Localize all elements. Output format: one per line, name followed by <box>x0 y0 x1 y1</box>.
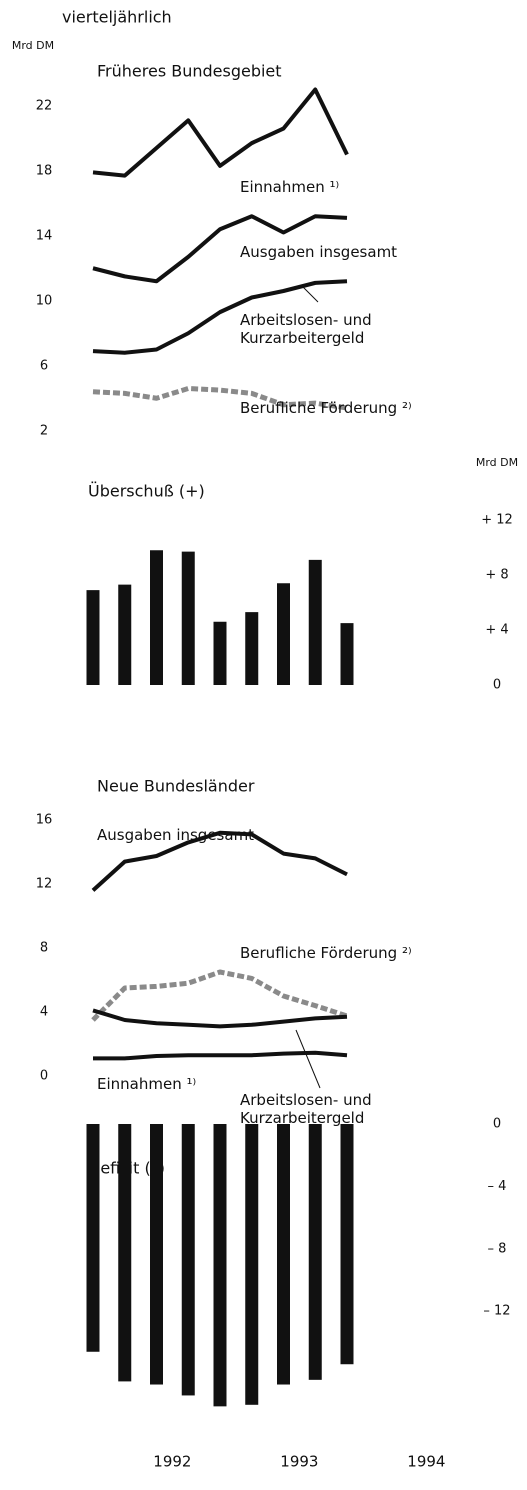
chart-title: Früheres Bundesgebiet <box>97 62 282 81</box>
bar <box>277 1124 290 1385</box>
bar <box>340 623 354 685</box>
y-tick-label: 16 <box>36 813 53 828</box>
x-tick-label: 1993 <box>280 1453 318 1471</box>
series-label: Arbeitslosen- und Kurzarbeitergeld <box>240 1091 372 1127</box>
y-tick-label: + 8 <box>485 568 508 583</box>
y-axis-label: Mrd DM <box>476 456 518 469</box>
y-tick-label: – 8 <box>488 1241 507 1256</box>
line <box>91 830 348 892</box>
bar <box>150 1124 163 1385</box>
line <box>92 279 348 355</box>
leader-line <box>302 286 319 303</box>
bar <box>245 612 259 685</box>
series-label: Einnahmen ¹⁾ <box>97 1075 197 1093</box>
line <box>92 214 348 284</box>
bar <box>340 1124 354 1365</box>
bar <box>245 1124 259 1405</box>
y-tick-label: + 4 <box>485 623 508 638</box>
bar <box>308 559 322 685</box>
bar <box>118 584 132 685</box>
y-tick-label: 14 <box>36 228 53 243</box>
y-tick-label: 6 <box>40 358 48 373</box>
bar <box>277 583 290 685</box>
x-tick-label: 1992 <box>153 1453 191 1471</box>
bar <box>213 1124 227 1407</box>
bar <box>181 551 195 685</box>
x-tick-label: 1994 <box>407 1453 445 1471</box>
bar <box>213 621 227 685</box>
bar <box>86 1124 100 1352</box>
series-label: Ausgaben insgesamt <box>97 826 255 844</box>
y-tick-label: 22 <box>36 98 53 113</box>
series-label: Arbeitslosen- und Kurzarbeitergeld <box>240 311 372 347</box>
series-label: Ausgaben insgesamt <box>240 243 398 261</box>
line <box>92 386 348 411</box>
y-tick-label: 2 <box>40 423 48 438</box>
chart-title: Neue Bundesländer <box>97 777 255 796</box>
y-tick-label: – 4 <box>488 1179 507 1194</box>
y-tick-label: 0 <box>40 1069 48 1084</box>
y-tick-label: 8 <box>40 941 48 956</box>
y-tick-label: 4 <box>40 1005 48 1020</box>
line <box>92 1008 348 1029</box>
y-tick-label: 12 <box>36 877 53 892</box>
leader-line <box>295 1029 321 1089</box>
subtitle: vierteljährlich <box>62 8 172 27</box>
y-tick-label: 0 <box>493 678 501 693</box>
series-label: Berufliche Förderung ²⁾ <box>240 944 412 962</box>
bar <box>308 1124 322 1380</box>
bar <box>86 590 100 685</box>
y-tick-label: 18 <box>36 163 53 178</box>
line <box>92 87 349 178</box>
y-tick-label: 10 <box>36 293 53 308</box>
bar <box>150 550 163 685</box>
y-axis-label: Mrd DM <box>12 39 54 52</box>
y-tick-label: – 12 <box>483 1304 510 1319</box>
line <box>91 969 348 1022</box>
series-label: Einnahmen ¹⁾ <box>240 178 340 196</box>
series-label: Berufliche Förderung ²⁾ <box>240 399 412 417</box>
y-tick-label: + 12 <box>481 513 513 528</box>
chart-title: Überschuß (+) <box>88 482 205 501</box>
y-tick-label: 0 <box>493 1117 501 1132</box>
bar <box>181 1124 195 1396</box>
bar <box>118 1124 132 1382</box>
line <box>93 1050 348 1061</box>
